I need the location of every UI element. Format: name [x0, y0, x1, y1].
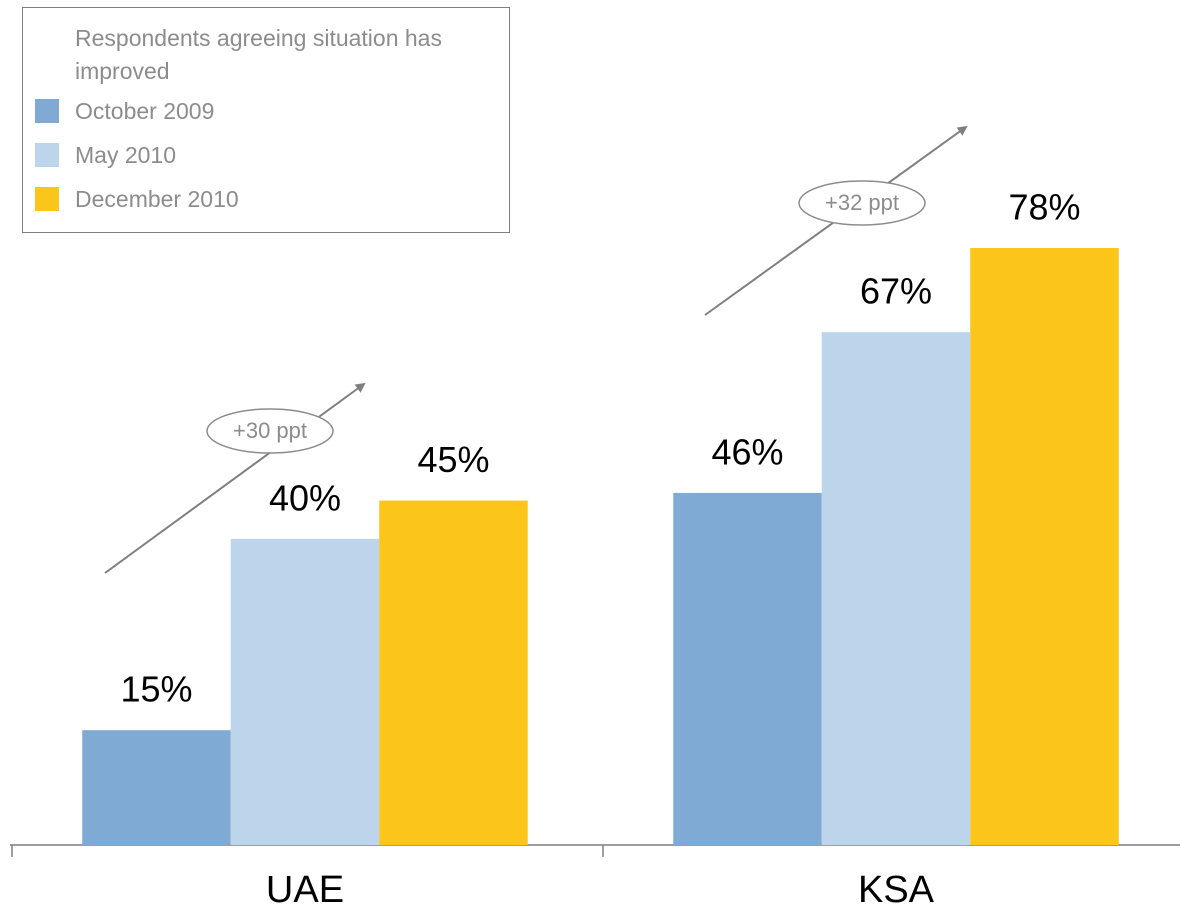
data-label: 67% — [860, 271, 932, 312]
data-label: 46% — [711, 431, 783, 472]
annotation: +32 ppt — [825, 190, 899, 215]
legend-label: December 2010 — [75, 185, 239, 212]
bar — [821, 332, 971, 845]
legend-swatch — [35, 99, 59, 123]
legend-label: October 2009 — [75, 97, 215, 124]
legend-item: October 2009 — [35, 96, 214, 126]
bar — [82, 730, 231, 845]
legend-label: May 2010 — [75, 141, 177, 168]
bar — [230, 538, 380, 845]
trend-arrow — [104, 382, 366, 574]
annotation-bubble — [206, 408, 334, 454]
legend-title: Respondents agreeing situation has impro… — [75, 25, 442, 84]
data-label: 15% — [120, 669, 192, 710]
legend-item: December 2010 — [35, 184, 239, 214]
data-label: 45% — [417, 439, 489, 480]
annotation: +30 ppt — [233, 418, 307, 443]
legend-item: May 2010 — [35, 140, 176, 170]
legend-swatch — [35, 143, 59, 167]
bar — [970, 248, 1119, 845]
legend: Respondents agreeing situation has impro… — [22, 7, 510, 233]
bar — [379, 500, 528, 845]
bar — [673, 492, 822, 845]
data-label: 40% — [269, 477, 341, 518]
data-label: 78% — [1008, 187, 1080, 228]
x-tick-label: UAE — [266, 869, 344, 911]
x-tick-label: KSA — [858, 869, 935, 911]
legend-swatch — [35, 187, 59, 211]
annotation-bubble — [798, 180, 926, 226]
